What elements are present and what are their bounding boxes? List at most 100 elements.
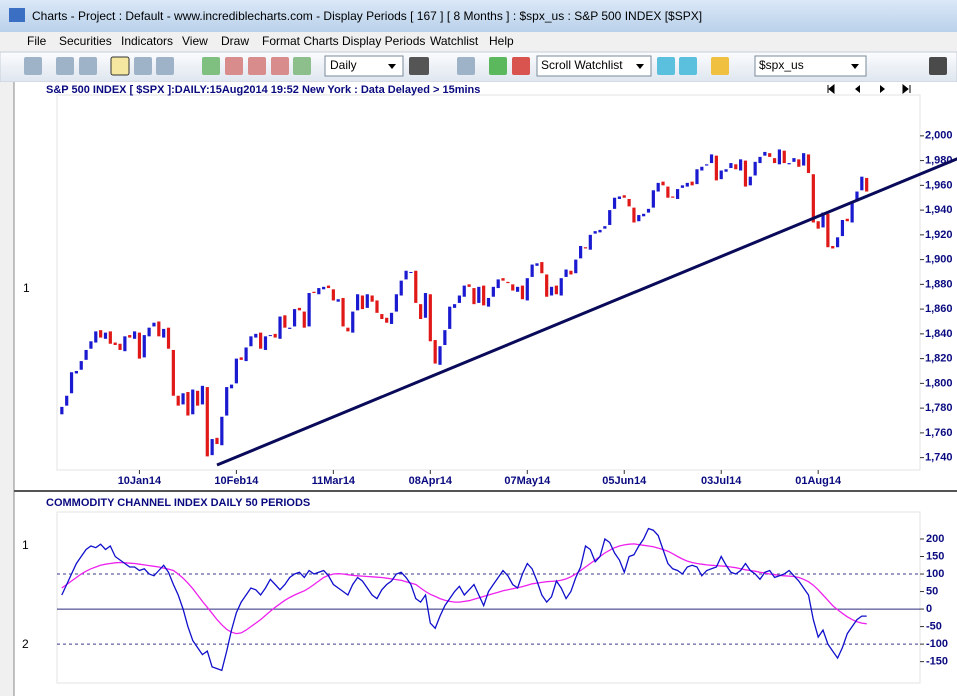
icon-candle[interactable] <box>248 57 266 75</box>
y-tick-label: 200 <box>926 533 944 545</box>
candle <box>574 259 578 274</box>
combo-box[interactable] <box>324 55 404 77</box>
icon-crosshair[interactable] <box>110 56 130 76</box>
candle <box>69 372 74 394</box>
candle <box>642 213 646 217</box>
menu-item[interactable]: Format Charts <box>262 34 339 48</box>
indicator-line <box>61 543 867 635</box>
candle <box>389 312 394 324</box>
icon-undo[interactable] <box>56 57 74 75</box>
menu-item[interactable]: Securities <box>59 34 112 48</box>
candle <box>142 335 146 358</box>
y-tick-label: 1,940 <box>925 204 953 216</box>
combo-box[interactable] <box>536 55 652 77</box>
menu-item[interactable]: Help <box>489 34 514 48</box>
nav-prev[interactable] <box>855 85 860 93</box>
icon-remove[interactable] <box>512 57 530 75</box>
candle <box>855 191 859 202</box>
icon-zoom[interactable] <box>24 57 42 75</box>
candle <box>797 159 801 167</box>
candle <box>705 164 709 166</box>
candle <box>709 154 714 164</box>
candle <box>404 270 408 280</box>
candle <box>370 295 374 302</box>
icon-pf[interactable] <box>293 57 311 75</box>
icon-down[interactable] <box>679 57 697 75</box>
candle <box>845 218 849 222</box>
x-tick-label: 07May14 <box>504 475 551 487</box>
watchlist-combo[interactable]: Scroll Watchlist <box>536 55 652 77</box>
candle <box>724 169 728 172</box>
candle <box>229 384 234 389</box>
icon-log[interactable] <box>409 57 429 75</box>
nav-next[interactable] <box>880 85 885 93</box>
candle <box>113 342 117 345</box>
icon-add[interactable] <box>489 57 507 75</box>
y-tick-label: 1,980 <box>925 155 953 167</box>
candle <box>244 347 248 362</box>
y-tick-label: 1,800 <box>925 377 953 389</box>
candle <box>477 286 481 303</box>
menu-item[interactable]: Draw <box>221 34 249 48</box>
candle <box>99 330 103 338</box>
nav-first[interactable] <box>827 83 835 95</box>
icon-page[interactable] <box>457 57 475 75</box>
icon-ohlc[interactable] <box>271 57 289 75</box>
icon-layout[interactable] <box>156 57 174 75</box>
candle <box>603 226 607 229</box>
candle <box>414 270 418 303</box>
candle <box>472 288 476 305</box>
candle <box>123 336 127 352</box>
candle <box>680 185 685 188</box>
menu-item[interactable]: Display Periods <box>342 34 425 48</box>
candle <box>608 210 612 225</box>
candle <box>176 395 180 406</box>
menu-item[interactable]: View <box>182 34 208 48</box>
candle <box>457 295 462 303</box>
symbol-combo[interactable]: $spx_us <box>754 55 867 77</box>
candle <box>782 150 786 164</box>
trendline <box>216 157 957 467</box>
candle <box>666 186 670 198</box>
candle <box>60 406 64 415</box>
candle <box>254 333 258 338</box>
candle <box>860 176 864 191</box>
icon-tool[interactable] <box>929 57 947 75</box>
icon-line[interactable] <box>202 57 220 75</box>
icon-bar[interactable] <box>225 57 243 75</box>
period-combo[interactable]: Daily <box>324 55 404 77</box>
y-tick-label: 2,000 <box>925 130 953 142</box>
indicator-title: COMMODITY CHANNEL INDEX DAILY 50 PERIODS <box>46 497 310 509</box>
y-tick-label: -150 <box>926 656 948 668</box>
icon-pointer[interactable] <box>134 57 152 75</box>
combo-box[interactable] <box>754 55 867 77</box>
candle <box>511 284 515 291</box>
icon-redo[interactable] <box>79 57 97 75</box>
candle <box>763 151 767 156</box>
candle <box>322 286 326 290</box>
x-tick-label: 10Jan14 <box>118 475 162 487</box>
candle <box>840 220 845 237</box>
icon-mail[interactable] <box>711 57 729 75</box>
y-tick-label: 0 <box>926 603 932 615</box>
x-tick-label: 11Mar14 <box>312 475 356 487</box>
menu-item[interactable]: File <box>27 34 47 48</box>
icon-up[interactable] <box>657 57 675 75</box>
candle <box>748 176 752 186</box>
y-tick-label: 1,860 <box>925 303 953 315</box>
candle <box>501 278 505 281</box>
candle <box>651 190 655 208</box>
candle <box>196 390 200 406</box>
candle <box>283 315 287 328</box>
menu-item[interactable]: Watchlist <box>430 34 479 48</box>
candle <box>79 361 83 370</box>
candle <box>297 307 302 311</box>
indicator-line <box>61 527 867 672</box>
candle <box>438 346 442 365</box>
menu-item[interactable]: Indicators <box>121 34 173 48</box>
menu: File Securities Indicators View Draw Format C… <box>27 34 514 48</box>
candle <box>588 234 592 250</box>
candle <box>831 245 835 249</box>
candle <box>559 278 563 296</box>
nav-last[interactable] <box>902 83 911 95</box>
